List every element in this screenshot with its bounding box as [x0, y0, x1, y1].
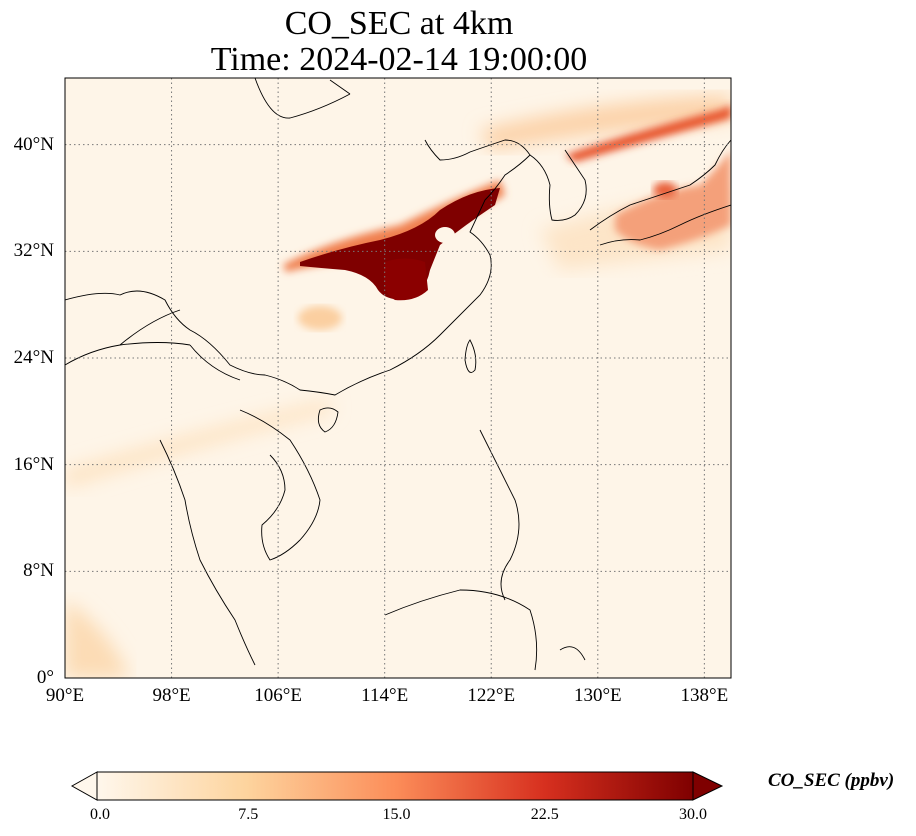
plume-korea-band [565, 105, 731, 162]
map-title-line2: Time: 2024-02-14 19:00:00 [210, 41, 588, 78]
y-tick-label: 0° [36, 667, 54, 688]
faint-plume-sw [65, 600, 130, 678]
y-tick-label: 40°N [13, 133, 54, 155]
colorbar-tick-label: 15.0 [382, 806, 411, 823]
colorbar-tick-label: 0.0 [90, 806, 110, 823]
faint-plume-south [65, 400, 332, 488]
x-tick-label: 130°E [573, 685, 622, 706]
map-title-line1: CO_SEC at 4km [284, 5, 514, 42]
y-tick-label: 32°N [13, 240, 54, 262]
x-tick-label: 98°E [152, 685, 191, 706]
colorbar-extend-max [692, 771, 724, 801]
plume-core-south [383, 258, 428, 301]
plume-outer [283, 180, 505, 272]
faint-plume-north [480, 95, 731, 150]
map-background [65, 78, 731, 678]
gridlines [65, 78, 731, 678]
plume-japan [615, 150, 731, 250]
colorbar-tick-label: 7.5 [238, 806, 259, 823]
plume-core [300, 188, 500, 300]
y-tick-label: 8°N [23, 560, 54, 582]
colorbar-label: CO_SEC (ppbv) [768, 770, 895, 791]
colorbar-tick-label: 22.5 [530, 806, 559, 823]
plume-japan-core [653, 182, 677, 198]
x-tick-label: 90°E [45, 685, 85, 706]
x-tick-label: 106°E [254, 685, 302, 706]
y-tick-label: 16°N [13, 453, 54, 475]
x-tick-label: 122°E [467, 685, 516, 706]
plume-gap [435, 227, 455, 243]
faint-blob [298, 306, 342, 330]
map-frame [64, 77, 732, 679]
colorbar [70, 771, 724, 801]
co-field [65, 78, 731, 678]
colorbar-extend-min [70, 771, 98, 801]
x-tick-label: 138°E [680, 685, 729, 706]
colorbar-tick-label: 30.0 [679, 806, 707, 823]
coastlines [65, 78, 731, 671]
y-tick-label: 24°N [13, 347, 54, 368]
x-tick-label: 114°E [361, 685, 409, 706]
colorbar-gradient [97, 772, 693, 800]
